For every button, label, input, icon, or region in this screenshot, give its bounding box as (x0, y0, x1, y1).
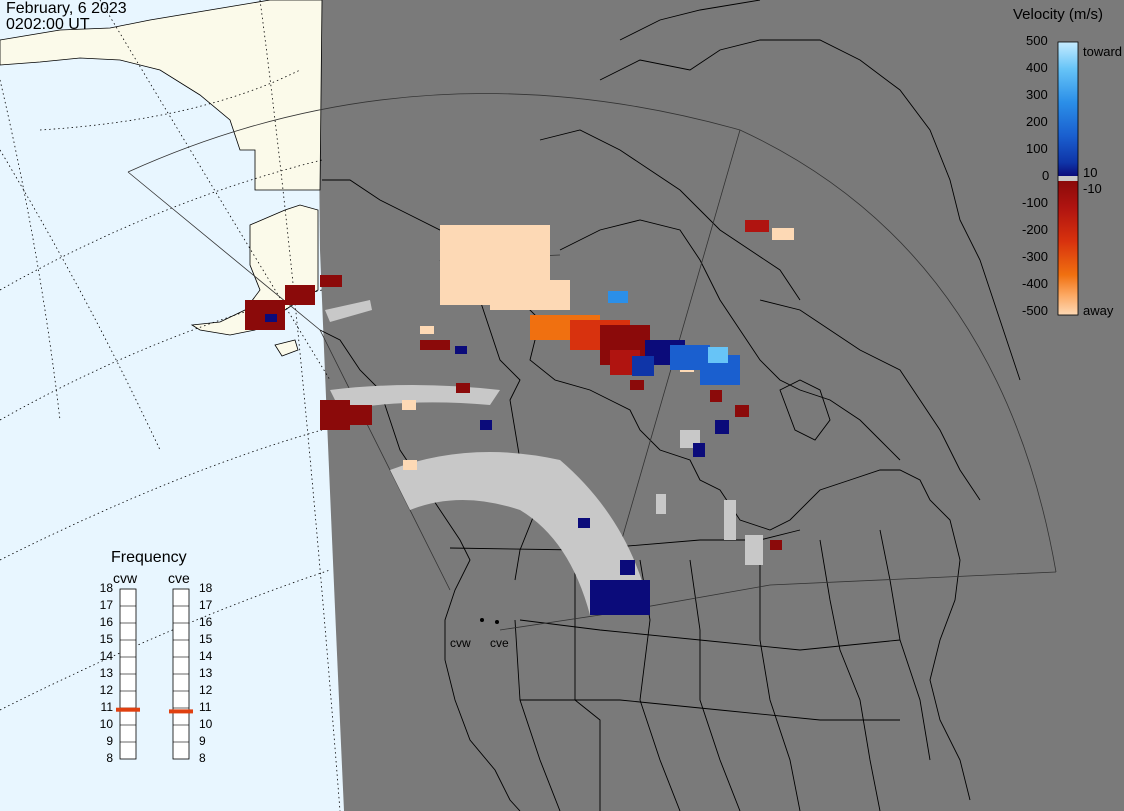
colorbar-tick-300: 300 (1026, 87, 1048, 102)
colorbar-toward-label: toward (1083, 44, 1123, 59)
velocity-away-cells (245, 220, 794, 550)
frequency-level-left: 10 (99, 717, 113, 731)
frequency-radar-cvw: cvw (113, 570, 138, 586)
frequency-level-right: 12 (199, 683, 213, 697)
colorbar-away-segment (1058, 181, 1078, 315)
velocity-colorbar (1057, 41, 1079, 316)
colorbar-tick-10: 10 (1083, 165, 1098, 180)
kodiak-island (274, 339, 299, 357)
frequency-level-right: 10 (199, 717, 213, 731)
colorbar-away-label: away (1083, 303, 1114, 318)
frequency-level-right: 8 (199, 751, 206, 765)
colorbar-toward-segment (1058, 42, 1078, 176)
frequency-level-left: 8 (106, 751, 113, 765)
colorbar-tick-minus200: -200 (1022, 222, 1049, 237)
colorbar-tick-100: 100 (1026, 141, 1048, 156)
frequency-level-right: 15 (199, 632, 213, 646)
title-time: 0202:00 UT (6, 16, 90, 33)
frequency-level-right: 9 (199, 734, 206, 748)
colorbar-tick-minus100: -100 (1022, 195, 1049, 210)
frequency-level-left: 11 (100, 700, 113, 714)
frequency-radar-cve: cve (168, 570, 190, 586)
daylit-land (0, 0, 323, 191)
frequency-level-right: 16 (199, 615, 213, 629)
colorbar-tick-minus500: -500 (1022, 303, 1049, 318)
night-region (319, 0, 1124, 811)
frequency-level-left: 13 (99, 666, 113, 680)
colorbar-tick-minus300: -300 (1022, 249, 1049, 264)
colorbar-tick-500: 500 (1026, 33, 1048, 48)
frequency-level-left: 12 (99, 683, 113, 697)
site-marker-cve (495, 620, 499, 624)
colorbar-title: Velocity (m/s) (1013, 6, 1104, 23)
freq-marker-cvw (116, 707, 140, 712)
frequency-level-right: 17 (199, 598, 213, 612)
colorbar-frame (1057, 41, 1079, 316)
frequency-title: Frequency (111, 549, 187, 566)
site-label-cvw: cvw (450, 636, 471, 650)
title-date: February, 6 2023 (6, 0, 127, 17)
frequency-level-left: 18 (99, 581, 113, 595)
colorbar-zero-segment (1058, 176, 1078, 181)
frequency-level-left: 9 (106, 734, 113, 748)
graticule (0, 0, 341, 811)
frequency-level-left: 16 (99, 615, 113, 629)
frequency-level-left: 17 (99, 598, 113, 612)
frequency-level-right: 13 (199, 666, 213, 680)
frequency-level-right: 14 (199, 649, 213, 663)
frequency-level-left: 15 (99, 632, 113, 646)
colorbar-tick-400: 400 (1026, 60, 1048, 75)
site-label-cve: cve (490, 636, 509, 650)
colorbar-tick-0: 0 (1042, 168, 1050, 183)
frequency-level-right: 18 (199, 581, 213, 595)
radar-sites: cvw cve (450, 618, 509, 650)
frequency-panel (116, 588, 193, 760)
colorbar-tick-200: 200 (1026, 114, 1048, 129)
frequency-level-left: 14 (99, 649, 113, 663)
velocity-toward-cells (265, 291, 740, 615)
colorbar-tick-minus10: -10 (1083, 181, 1102, 196)
frequency-level-right: 11 (199, 700, 212, 714)
site-marker-cvw (480, 618, 484, 622)
freq-marker-cve (169, 709, 193, 714)
colorbar-tick-minus400: -400 (1022, 276, 1049, 291)
